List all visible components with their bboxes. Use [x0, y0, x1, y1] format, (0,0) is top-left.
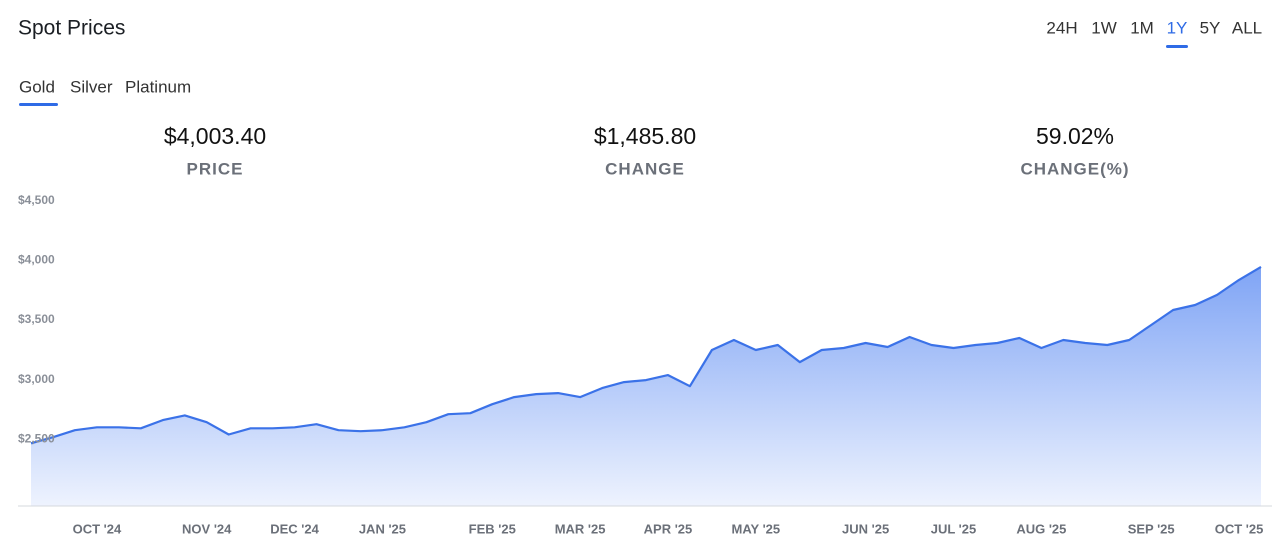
- range-tab[interactable]: 24H: [1046, 18, 1077, 37]
- y-tick-label: $3,500: [18, 312, 55, 326]
- x-tick-label: SEP '25: [1128, 521, 1175, 536]
- x-tick-label: OCT '25: [1215, 521, 1264, 536]
- range-tab[interactable]: 5Y: [1200, 18, 1221, 37]
- active-underline: [19, 103, 58, 106]
- stat-value: $4,003.40: [164, 123, 266, 149]
- stats: $4,003.40 PRICE $1,485.80 CHANGE 59.02% CHANG…: [164, 123, 1129, 178]
- x-tick-label: OCT '24: [73, 521, 122, 536]
- plot: $2,500 $3,000 $3,500 $4,000 $4,500 OCT '24 NOV…: [18, 193, 1272, 536]
- metal-tab[interactable]: Gold: [19, 77, 55, 96]
- stat-label: CHANGE(%): [1020, 159, 1129, 178]
- y-tick-label: $4,500: [18, 193, 55, 207]
- x-tick-label: DEC '24: [270, 521, 319, 536]
- stat-value: 59.02%: [1036, 123, 1114, 149]
- y-tick-label: $2,500: [18, 431, 55, 445]
- x-tick-label: JUN '25: [842, 521, 889, 536]
- x-tick-label: AUG '25: [1016, 521, 1066, 536]
- x-tick-label: FEB '25: [469, 521, 516, 536]
- y-tick-label: $4,000: [18, 253, 55, 267]
- area-fill: [31, 266, 1261, 506]
- y-tick-label: $3,000: [18, 372, 55, 386]
- range-tab[interactable]: 1Y: [1167, 18, 1188, 37]
- x-tick-label: NOV '24: [182, 521, 232, 536]
- x-tick-label: MAY '25: [732, 521, 781, 536]
- price-line: [30, 265, 1262, 445]
- range-tab[interactable]: ALL: [1232, 18, 1262, 37]
- range-tabs: 24H 1W 1M 1Y 5Y ALL: [1046, 18, 1262, 48]
- stat-label: CHANGE: [605, 159, 685, 178]
- metal-tab[interactable]: Silver: [70, 77, 113, 96]
- stat-value: $1,485.80: [594, 123, 696, 149]
- range-tab[interactable]: 1M: [1130, 18, 1154, 37]
- stat-label: PRICE: [187, 159, 244, 178]
- metal-tab[interactable]: Platinum: [125, 77, 191, 96]
- range-tab[interactable]: 1W: [1091, 18, 1117, 37]
- widget-title: Spot Prices: [18, 17, 125, 40]
- metal-tabs: Gold Silver Platinum: [19, 77, 191, 106]
- active-underline: [1166, 45, 1188, 48]
- x-tick-label: JUL '25: [931, 521, 977, 536]
- x-tick-label: JAN '25: [359, 521, 406, 536]
- x-tick-label: MAR '25: [555, 521, 606, 536]
- x-tick-label: APR '25: [644, 521, 693, 536]
